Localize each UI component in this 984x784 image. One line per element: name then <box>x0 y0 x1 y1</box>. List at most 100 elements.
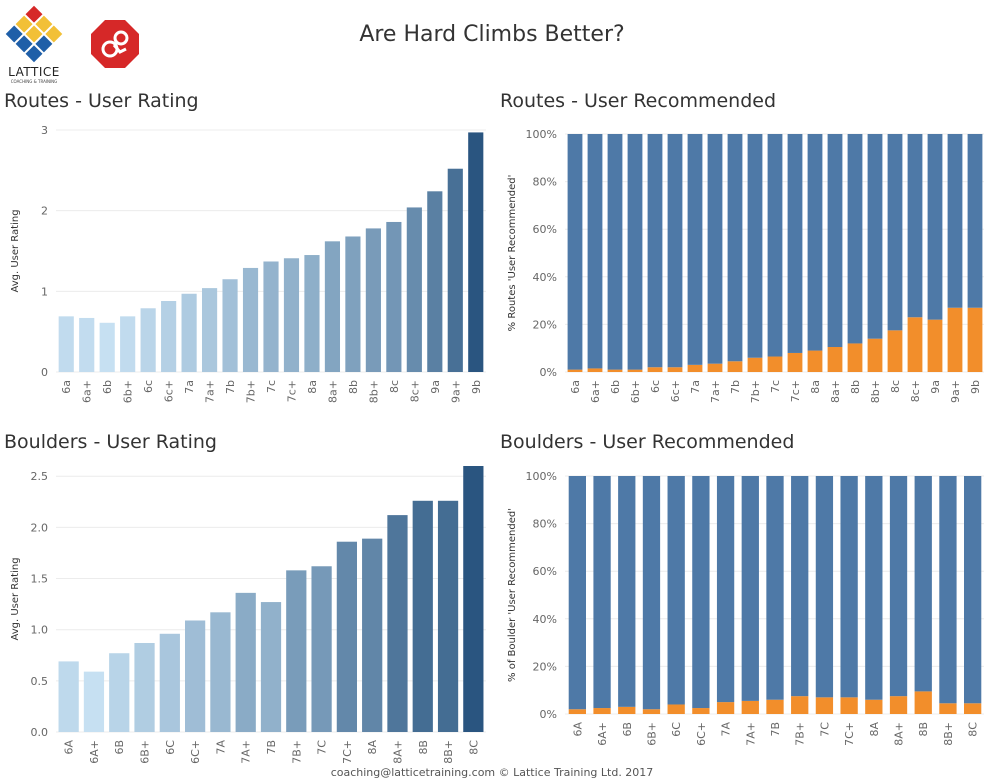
x-tick-label: 7a <box>183 380 196 394</box>
bar <box>159 633 180 732</box>
bar-not-recommended <box>618 476 636 707</box>
bar-recommended <box>593 708 611 714</box>
y-tick-label: 0.5 <box>31 675 49 688</box>
x-tick-label: 6B+ <box>645 722 658 746</box>
x-tick-label: 7b+ <box>245 380 258 403</box>
bar-recommended <box>607 369 623 372</box>
x-tick-label: 7C <box>316 740 329 755</box>
bar <box>427 191 443 372</box>
x-tick-label: 8b <box>347 380 360 394</box>
x-tick-label: 7c+ <box>789 380 802 402</box>
bar-not-recommended <box>827 134 843 348</box>
y-tick-label: 40% <box>533 271 557 284</box>
x-tick-label: 6b <box>609 380 622 394</box>
x-tick-label: 7c+ <box>285 380 298 402</box>
y-tick-label: 40% <box>533 613 557 626</box>
bar-recommended <box>667 704 685 714</box>
bar-recommended <box>767 356 783 372</box>
lattice-logo-word: LATTICE <box>8 65 60 79</box>
x-tick-label: 8B+ <box>942 722 955 746</box>
x-tick-label: 6c <box>142 380 155 393</box>
x-tick-label: 7b <box>224 380 237 394</box>
footer-credit: coaching@latticetraining.com © Lattice T… <box>330 766 654 779</box>
lattice-logo: LATTICE COACHING & TRAINING <box>2 4 66 84</box>
bar-recommended <box>707 363 723 372</box>
bar-recommended <box>716 702 735 714</box>
bar-recommended <box>568 709 586 714</box>
bar <box>201 288 218 372</box>
x-tick-label: 8B+ <box>442 740 455 764</box>
bar-recommended <box>627 369 643 372</box>
x-tick-label: 7C+ <box>843 722 856 746</box>
bar <box>58 661 79 732</box>
bar-recommended <box>787 352 803 372</box>
bar <box>437 500 459 732</box>
x-tick-label: 6b <box>101 380 114 394</box>
bar <box>83 671 105 732</box>
x-tick-label: 6a <box>60 380 73 394</box>
bar-recommended <box>741 700 759 714</box>
bar-recommended <box>815 697 834 714</box>
bar-not-recommended <box>967 134 983 308</box>
y-tick-label: 80% <box>533 518 557 531</box>
x-tick-label: 7a+ <box>709 380 722 403</box>
bar-recommended <box>914 691 932 714</box>
bar-not-recommended <box>568 476 586 710</box>
x-tick-label: 7B <box>265 740 278 755</box>
bar-recommended <box>727 361 743 372</box>
x-tick-label: 7c <box>265 380 278 393</box>
bar <box>99 322 115 372</box>
y-tick-label: 60% <box>533 223 557 236</box>
x-tick-label: 7a+ <box>204 380 217 403</box>
x-tick-label: 8c+ <box>909 380 922 402</box>
bar-not-recommended <box>766 476 784 700</box>
x-tick-label: 7B <box>769 722 782 737</box>
y-tick-label: 2.5 <box>31 470 49 483</box>
bar-not-recommended <box>927 134 943 320</box>
boulders-rating-title: Boulders - User Rating <box>4 431 217 453</box>
bar-not-recommended <box>647 134 663 368</box>
bar <box>412 500 433 732</box>
bar-not-recommended <box>865 476 883 700</box>
bar <box>362 538 383 732</box>
bar-not-recommended <box>627 134 643 370</box>
routes-rating-title: Routes - User Rating <box>4 90 199 112</box>
bar <box>336 541 357 732</box>
x-tick-label: 8a <box>809 380 822 394</box>
bar-recommended <box>791 696 809 714</box>
bar <box>120 316 136 372</box>
bar <box>109 653 130 732</box>
lattice-diamond-icon <box>5 5 63 63</box>
x-tick-label: 8C <box>467 740 480 755</box>
bar-recommended <box>692 708 710 714</box>
x-tick-label: 6b+ <box>122 380 135 403</box>
x-tick-label: 8c+ <box>408 380 421 402</box>
x-tick-label: 6c <box>649 380 662 393</box>
bar-not-recommended <box>727 134 743 362</box>
x-tick-label: 6c+ <box>669 380 682 402</box>
bar-not-recommended <box>667 134 683 368</box>
bar <box>447 168 463 372</box>
x-tick-label: 7A <box>720 722 733 737</box>
y-tick-label: 60% <box>533 565 557 578</box>
bar <box>304 255 320 372</box>
bar <box>263 261 279 372</box>
bar-not-recommended <box>947 134 963 308</box>
y-tick-label: 1.5 <box>31 573 49 586</box>
boulders-recommended-title: Boulders - User Recommended <box>500 431 795 453</box>
x-tick-label: 7A+ <box>744 722 757 746</box>
bar-recommended <box>927 319 943 372</box>
y-axis-label: % Routes 'User Recommended' <box>507 175 518 332</box>
bar-recommended <box>889 696 908 714</box>
bar-not-recommended <box>707 134 723 364</box>
y-tick-label: 100% <box>526 128 557 141</box>
bar-recommended <box>618 706 636 714</box>
x-tick-label: 7c <box>769 380 782 393</box>
x-tick-label: 7B+ <box>290 740 303 764</box>
y-axis-label: Avg. User Rating <box>10 209 21 292</box>
bar <box>283 258 300 372</box>
bar <box>406 207 422 372</box>
bar-recommended <box>964 703 982 714</box>
x-tick-label: 6A <box>63 740 76 755</box>
bar-not-recommended <box>867 134 883 339</box>
